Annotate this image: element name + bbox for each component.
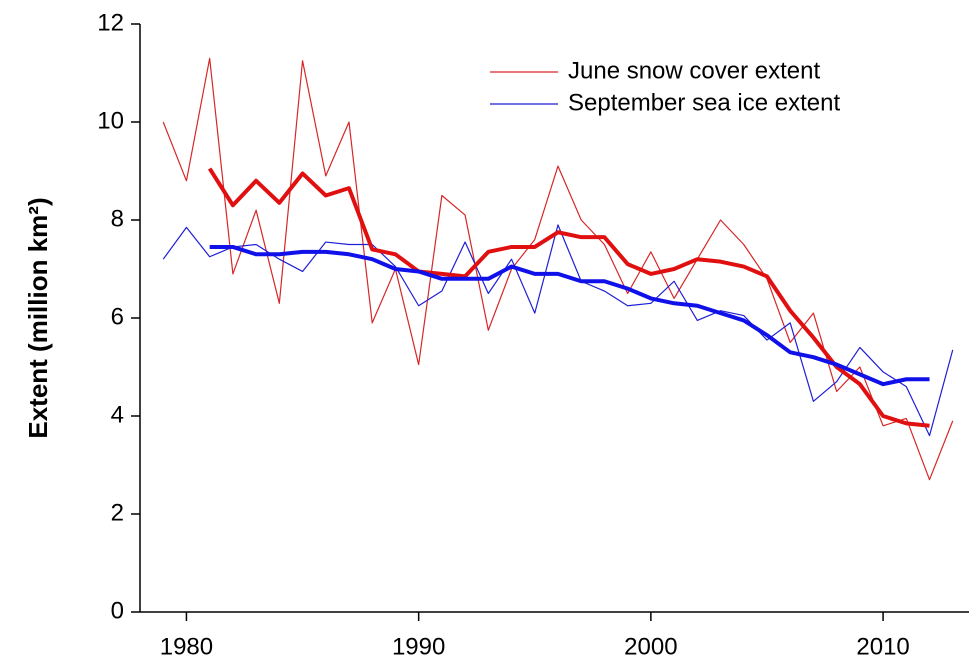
- data-line: [209, 244, 930, 387]
- data-line: [207, 167, 930, 428]
- y-tick-label: 6: [111, 303, 124, 330]
- y-tick-label: 4: [111, 401, 124, 428]
- y-tick-label: 12: [97, 9, 124, 36]
- y-tick-label: 2: [111, 499, 124, 526]
- legend-label: September sea ice extent: [568, 89, 840, 116]
- x-tick-label: 1990: [392, 633, 445, 660]
- x-tick-label: 2010: [856, 633, 909, 660]
- data-line: [162, 224, 954, 437]
- y-tick-label: 0: [111, 597, 124, 624]
- y-tick-label: 8: [111, 205, 124, 232]
- legend-label: June snow cover extent: [568, 57, 820, 84]
- y-axis-label: Extent (million km²): [23, 197, 53, 438]
- y-tick-label: 10: [97, 107, 124, 134]
- data-line: [162, 57, 954, 481]
- x-tick-label: 2000: [624, 633, 677, 660]
- x-tick-label: 1980: [160, 633, 213, 660]
